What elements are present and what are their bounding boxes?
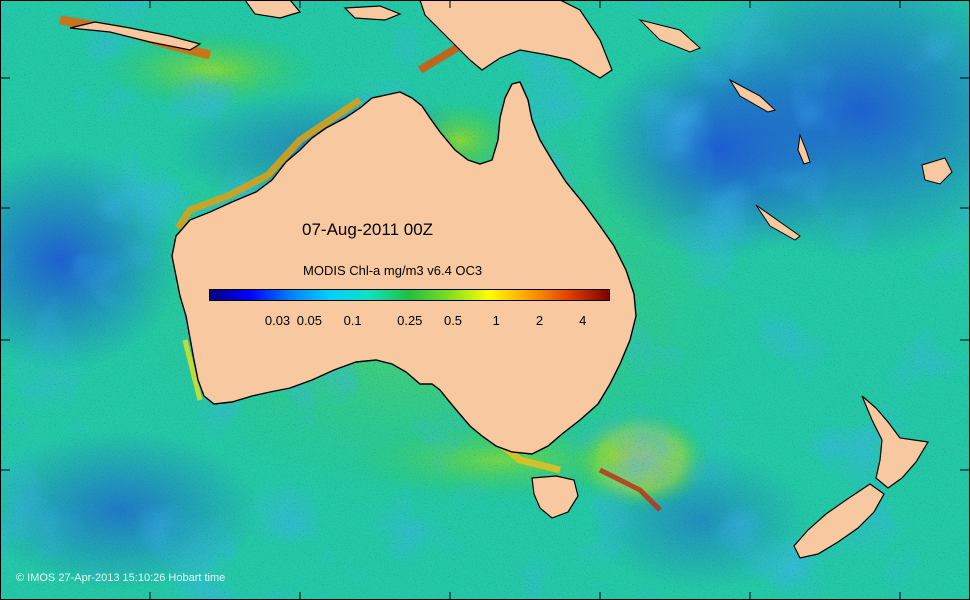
colorbar-tick-label: 0.03 [264, 313, 291, 328]
land-new-zealand-south [793, 483, 885, 559]
land-fiji [921, 157, 953, 185]
land-tasmania [531, 475, 579, 519]
colorbar-tick-label: 0.5 [443, 313, 463, 328]
land-maluku [343, 5, 402, 21]
land-solomon-islands [728, 78, 776, 113]
colorbar-tick-label: 0.25 [397, 313, 423, 328]
land-timor-java [69, 21, 202, 51]
colorbar-title: MODIS Chl-a mg/m3 v6.4 OC3 [303, 263, 483, 278]
land-australia [171, 81, 637, 455]
land-bismarck [638, 19, 701, 53]
land-vanuatu [797, 133, 811, 165]
date-label: 07-Aug-2011 00Z [302, 220, 434, 239]
colorbar-tick-label: 4 [579, 313, 587, 328]
land-new-zealand-north [861, 395, 929, 489]
land-new-caledonia [755, 204, 801, 241]
colorbar-tick-label: 1 [492, 313, 500, 328]
land-new-guinea [419, 0, 613, 79]
colorbar [209, 289, 610, 301]
colorbar-tick-label: 2 [535, 313, 544, 328]
colorbar-tick-label: 0.05 [296, 313, 323, 328]
credit-text: © IMOS 27-Apr-2013 15:10:26 Hobart time [16, 572, 226, 584]
land-sulawesi [244, 0, 302, 19]
colorbar-tick-label: 0.1 [343, 313, 362, 328]
